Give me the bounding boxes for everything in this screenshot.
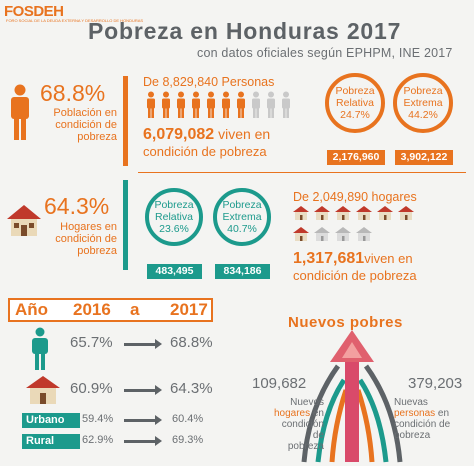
year-from: 2016 <box>73 300 111 319</box>
people-2017: 68.8% <box>170 334 213 351</box>
house-icon <box>7 205 41 236</box>
arrow-right-icon <box>124 415 162 425</box>
logo-subtitle: FORO SOCIAL DE LA DEUDA EXTERNA Y DESARR… <box>6 18 144 23</box>
homes-poverty-pct: 64.3% <box>44 193 110 219</box>
rural-2016: 62.9% <box>82 434 114 446</box>
new-people-value: 379,203 <box>408 375 463 392</box>
homes-total: De 2,049,890 hogares <box>293 190 417 204</box>
people-relativa-circle: Pobreza Relativa 24.7% <box>325 73 385 133</box>
fosdeh-logo: FOSDEH <box>4 3 64 20</box>
urbano-tag: Urbano <box>22 413 80 428</box>
people-divider <box>123 76 128 166</box>
arrow-right-icon <box>124 339 162 349</box>
section-divider-1 <box>138 172 466 173</box>
homes-extrema-circle: Pobreza Extrema 40.7% <box>213 188 271 246</box>
arrow-right-icon <box>124 436 162 446</box>
person-teal-icon <box>32 327 48 370</box>
rural-2017: 69.3% <box>172 434 204 446</box>
homes-2017: 64.3% <box>170 380 213 397</box>
homes-2016: 60.9% <box>70 380 113 397</box>
year-to: 2017 <box>170 300 208 319</box>
people-count-line: 6,079,082 viven en <box>143 126 271 143</box>
homes-relativa-value: 483,495 <box>147 264 202 279</box>
homes-count-line2: condición de pobreza <box>293 268 417 283</box>
new-homes-value: 109,682 <box>252 375 307 392</box>
new-poor-title: Nuevos pobres <box>288 314 403 331</box>
year-label: Año <box>15 300 49 319</box>
homes-extrema-value: 834,186 <box>215 264 270 279</box>
urbano-2017: 60.4% <box>172 413 204 425</box>
year-header-box <box>8 298 213 322</box>
arrow-right-icon <box>124 385 162 395</box>
urbano-2016: 59.4% <box>82 413 114 425</box>
homes-divider <box>123 180 128 270</box>
house-small-icon <box>26 376 60 404</box>
page-subtitle: con datos oficiales según EPHPM, INE 201… <box>197 46 453 60</box>
homes-count-line: 1,317,681viven en <box>293 250 413 267</box>
people-extrema-circle: Pobreza Extrema 44.2% <box>393 73 453 133</box>
people-count-line2: condición de pobreza <box>143 144 267 159</box>
homes-poverty-desc: Hogares en condición de pobreza <box>55 221 117 257</box>
homes-relativa-circle: Pobreza Relativa 23.6% <box>145 188 203 246</box>
people-relativa-value: 2,176,960 <box>327 150 385 165</box>
people-pictogram <box>147 91 290 118</box>
new-people-text: Nuevas personas en condición de pobreza <box>394 397 451 441</box>
houses-pictogram <box>293 206 414 241</box>
new-homes-text: Nuevos hogares en condición de pobreza <box>273 397 324 452</box>
person-icon <box>11 84 29 140</box>
year-conj: a <box>130 300 140 319</box>
page-title: Pobreza en Honduras 2017 <box>88 18 402 44</box>
people-total: De 8,829,840 Personas <box>143 75 275 89</box>
rising-arrows-icon <box>301 330 403 463</box>
people-extrema-value: 3,902,122 <box>395 150 453 165</box>
people-poverty-pct: 68.8% <box>40 80 106 106</box>
people-poverty-desc: Población en condición de pobreza <box>53 107 117 143</box>
rural-tag: Rural <box>22 434 80 449</box>
people-2016: 65.7% <box>70 334 113 351</box>
